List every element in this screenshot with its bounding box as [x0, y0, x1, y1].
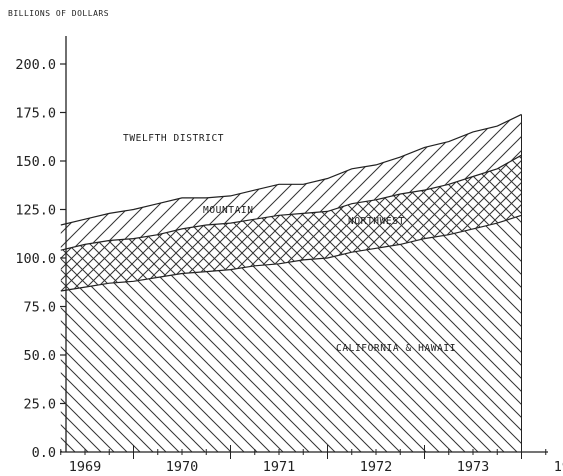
area-series-group: [60, 113, 522, 452]
x-tick-label: 1972: [360, 459, 393, 475]
y-tick-label: 25.0: [23, 397, 56, 413]
x-tick-label: 1971: [263, 459, 296, 475]
x-tick-label: 1969: [69, 459, 102, 475]
y-tick-label: 175.0: [15, 106, 56, 122]
y-tick-label: 0.0: [32, 445, 56, 461]
axes-group: 0.0 25.0 50.0 75.0 100.0 125.0 150.0 175.0 200.0…: [15, 36, 563, 475]
x-tick-label: 1973: [457, 459, 490, 475]
y-tick-label: 125.0: [15, 203, 56, 219]
y-axis-title: BILLIONS OF DOLLARS: [8, 9, 109, 18]
series-label-northwest: NORTHWEST: [348, 216, 405, 227]
boundary-line-mountain: [60, 113, 522, 226]
series-label-twelfth-district: TWELFTH DISTRICT: [123, 133, 224, 144]
x-tick-label: 1970: [166, 459, 199, 475]
boundary-line-california-hawaii: [60, 214, 522, 292]
y-tick-label: 150.0: [15, 154, 56, 170]
y-tick-label: 75.0: [23, 300, 56, 316]
series-label-california-hawaii: CALIFORNIA & HAWAII: [336, 343, 456, 354]
series-label-mountain: MOUNTAIN: [203, 205, 254, 216]
area-mountain: [60, 114, 522, 251]
y-tick-label: 100.0: [15, 251, 56, 267]
y-tick-label: 50.0: [23, 348, 56, 364]
x-tick-label: 1974: [554, 459, 563, 475]
area-northwest: [60, 155, 522, 291]
y-tick-label: 200.0: [15, 57, 56, 73]
